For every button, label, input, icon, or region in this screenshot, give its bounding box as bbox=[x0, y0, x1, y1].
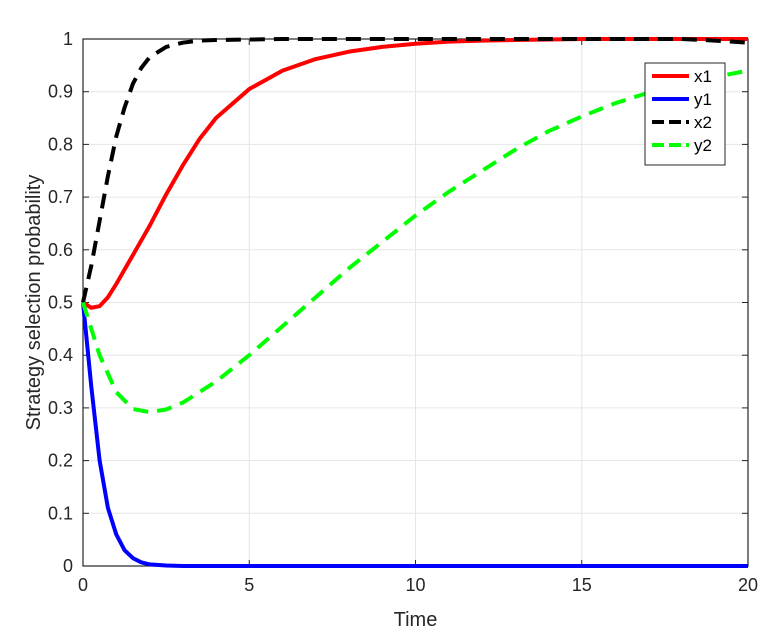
x-tick-label: 5 bbox=[244, 575, 254, 595]
series-line-x1 bbox=[81, 37, 748, 310]
legend-label-x1: x1 bbox=[694, 67, 712, 86]
legend: x1 y1 x2 y2 bbox=[644, 62, 726, 166]
y-axis-label: Strategy selection probability bbox=[23, 175, 45, 431]
x-axis-label: Time bbox=[394, 609, 438, 631]
data-series bbox=[81, 37, 749, 568]
x-tick-label: 0 bbox=[78, 575, 88, 595]
y-tick-label: 0.3 bbox=[48, 398, 73, 418]
legend-label-y2: y2 bbox=[694, 136, 712, 155]
y-tick-label: 0 bbox=[63, 556, 73, 576]
y-tick-label: 0.8 bbox=[48, 134, 73, 154]
x-tick-label: 20 bbox=[738, 575, 758, 595]
y-tick-label: 0.7 bbox=[48, 187, 73, 207]
x-tick-label: 10 bbox=[405, 575, 425, 595]
legend-label-y1: y1 bbox=[694, 90, 712, 109]
grid-lines bbox=[82, 38, 749, 567]
y-tick-label: 0.1 bbox=[48, 503, 73, 523]
y-tick-label: 1 bbox=[63, 29, 73, 49]
y-tick-label: 0.9 bbox=[48, 82, 73, 102]
x-tick-label: 15 bbox=[572, 575, 592, 595]
series-line-y2 bbox=[81, 68, 749, 415]
legend-label-x2: x2 bbox=[694, 113, 712, 132]
y-tick-label: 0.6 bbox=[48, 240, 73, 260]
y-tick-label: 0.2 bbox=[48, 451, 73, 471]
series-line-y1 bbox=[81, 302, 748, 568]
y-tick-label: 0.5 bbox=[48, 293, 73, 313]
y-tick-label: 0.4 bbox=[48, 345, 73, 365]
legend-box bbox=[644, 62, 726, 166]
series-line-x2 bbox=[81, 37, 749, 303]
